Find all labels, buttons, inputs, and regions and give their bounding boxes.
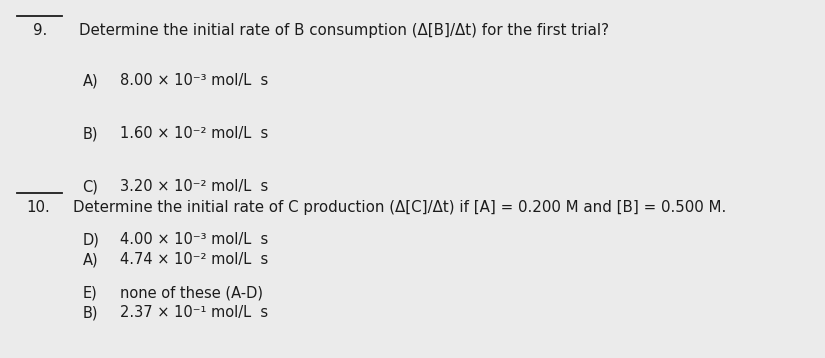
Text: B): B) <box>82 305 98 320</box>
Text: Determine the initial rate of C production (Δ[C]/Δt) if [A] = 0.200 M and [B] = : Determine the initial rate of C producti… <box>73 200 726 216</box>
Text: Determine the initial rate of B consumption (Δ[B]/Δt) for the first trial?: Determine the initial rate of B consumpt… <box>79 23 609 38</box>
Text: A): A) <box>82 73 98 88</box>
Text: A): A) <box>82 252 98 267</box>
Text: none of these (A-D): none of these (A-D) <box>120 285 262 300</box>
Text: 4.74 × 10⁻² mol/L  s: 4.74 × 10⁻² mol/L s <box>120 252 268 267</box>
Text: C): C) <box>82 179 98 194</box>
Text: B): B) <box>82 126 98 141</box>
Text: 2.37 × 10⁻¹ mol/L  s: 2.37 × 10⁻¹ mol/L s <box>120 305 268 320</box>
Text: 10.: 10. <box>26 200 50 216</box>
Text: E): E) <box>82 285 97 300</box>
Text: 8.00 × 10⁻³ mol/L  s: 8.00 × 10⁻³ mol/L s <box>120 73 268 88</box>
Text: D): D) <box>82 232 99 247</box>
Text: 3.20 × 10⁻² mol/L  s: 3.20 × 10⁻² mol/L s <box>120 179 268 194</box>
Text: 4.00 × 10⁻³ mol/L  s: 4.00 × 10⁻³ mol/L s <box>120 232 268 247</box>
Text: 9.: 9. <box>33 23 47 38</box>
Text: 1.60 × 10⁻² mol/L  s: 1.60 × 10⁻² mol/L s <box>120 126 268 141</box>
